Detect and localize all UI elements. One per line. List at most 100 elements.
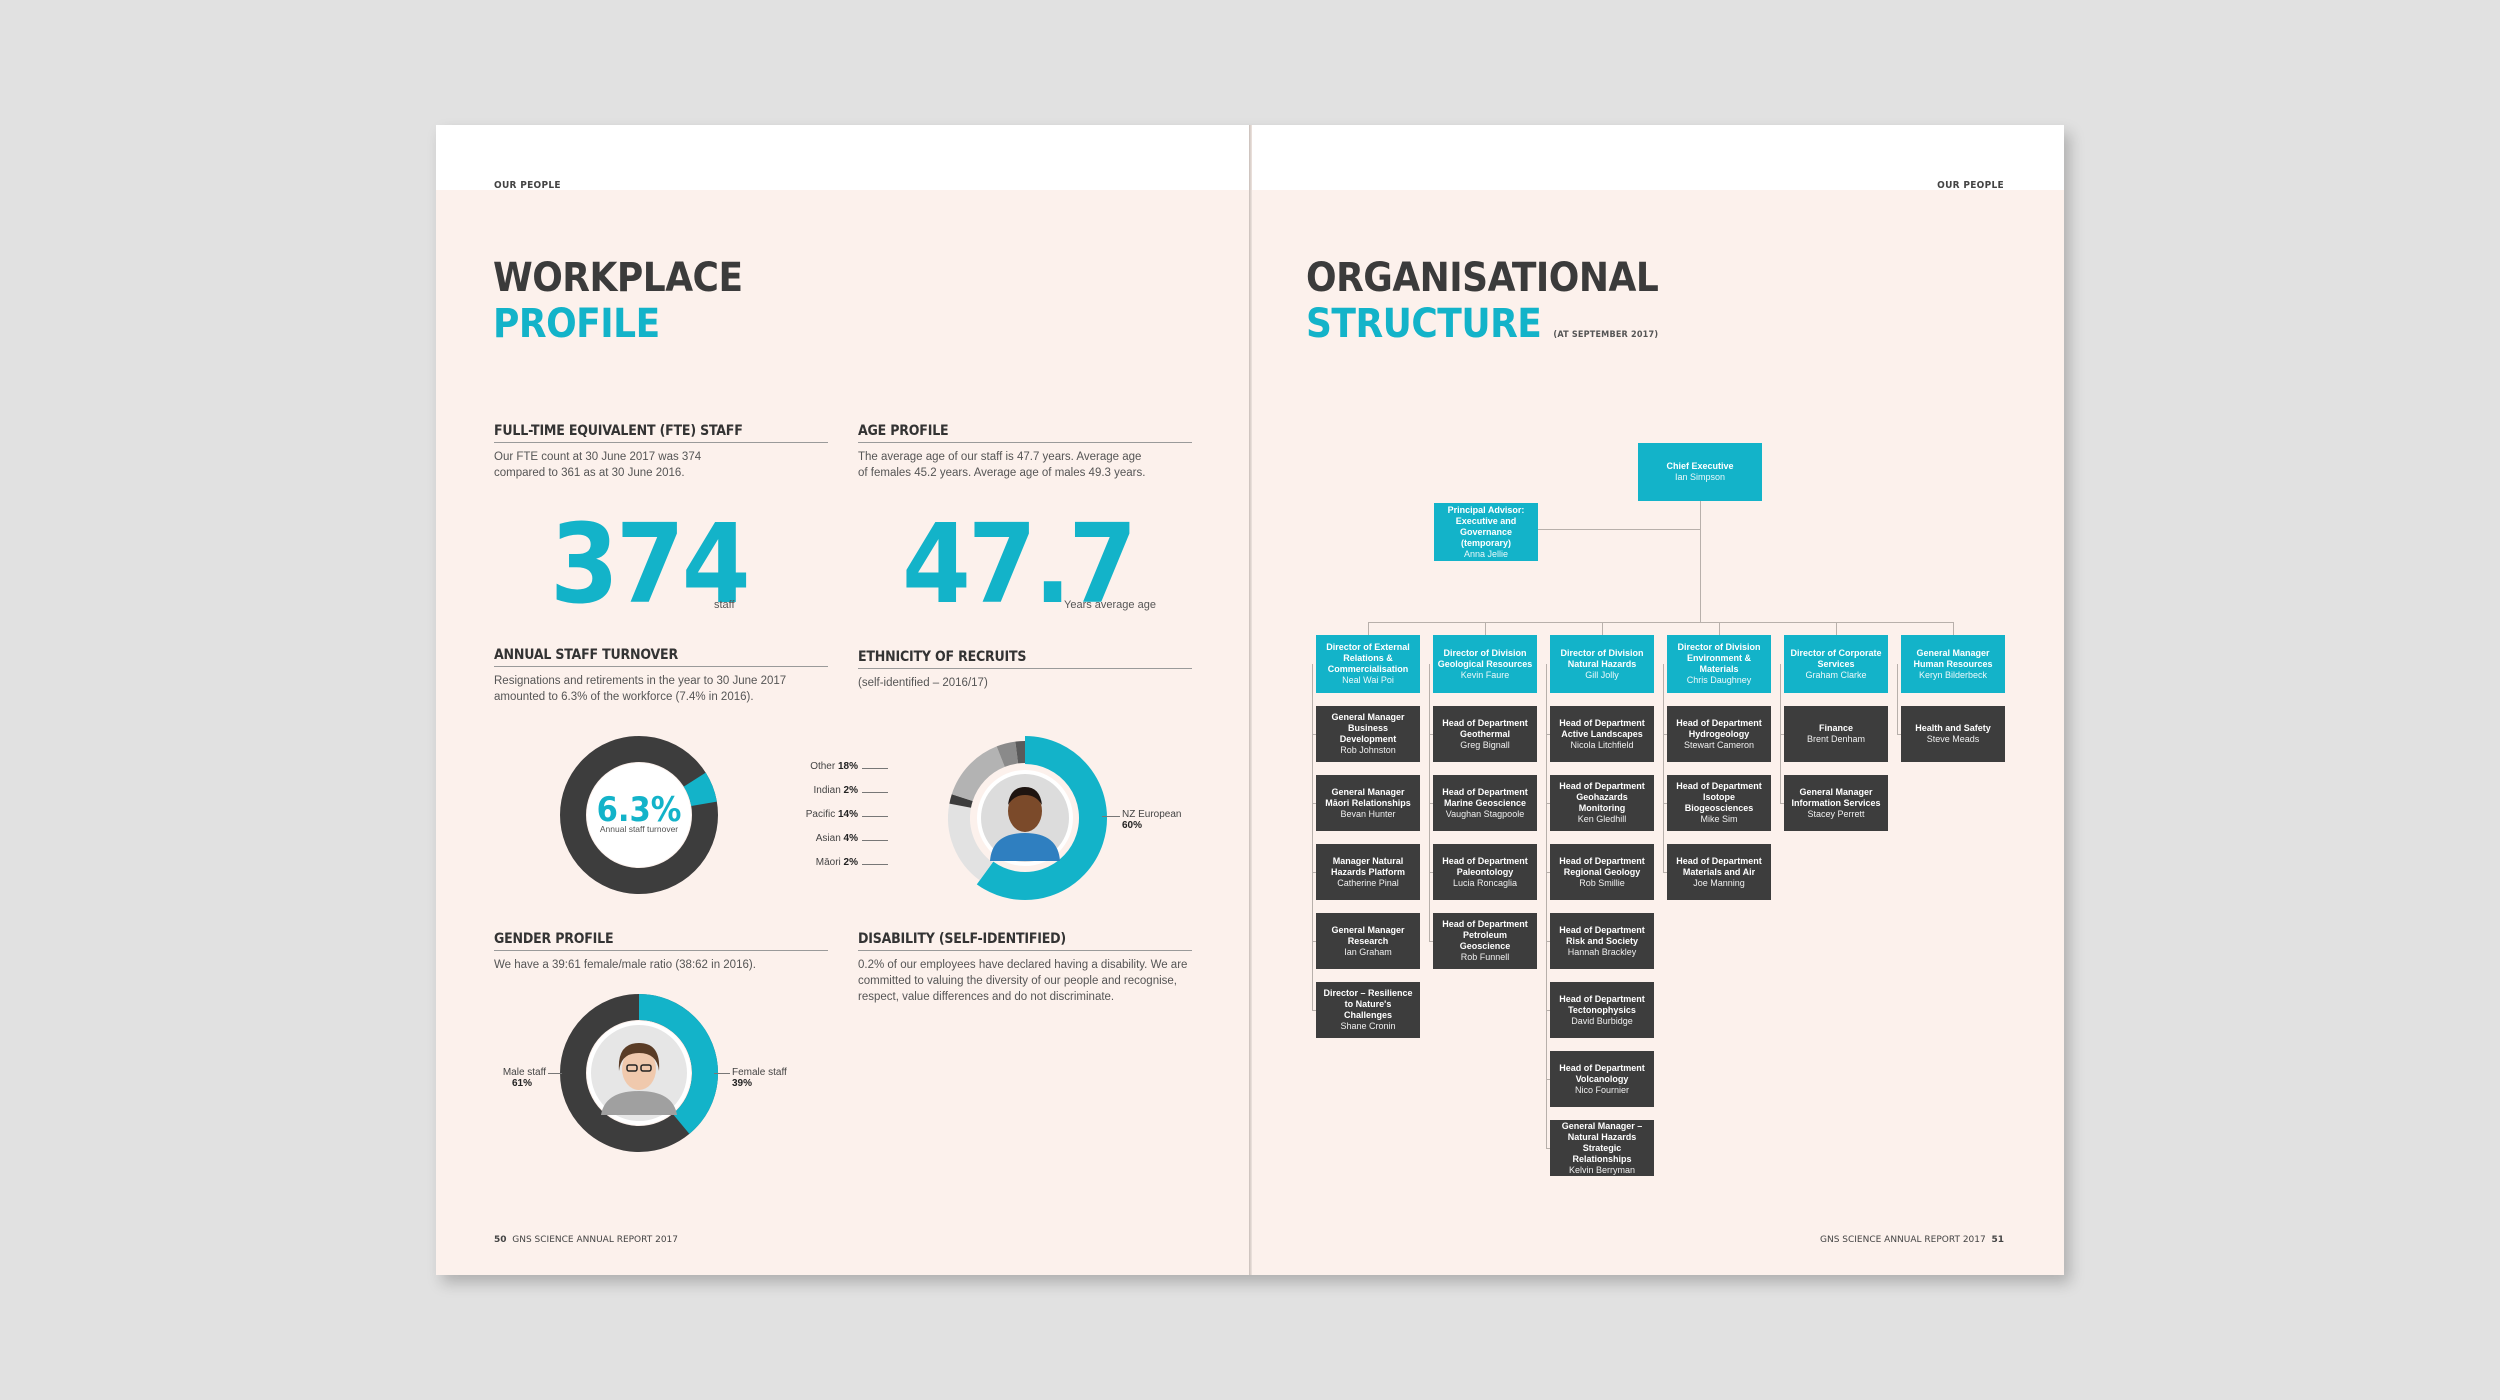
org-connector	[1780, 664, 1781, 803]
org-role: Head of Department Geothermal	[1442, 717, 1528, 739]
org-connector	[1663, 803, 1667, 804]
ethnicity-segment	[948, 803, 994, 881]
ethnicity-label-name: Māori	[815, 857, 844, 868]
org-person-name: Joe Manning	[1693, 877, 1745, 888]
org-node-report: General Manager Information Services Stac…	[1784, 775, 1888, 831]
ethnicity-label-nz-european: NZ European 60%	[1122, 809, 1181, 831]
org-role: Head of Department Isotope Biogeoscience…	[1676, 781, 1762, 813]
ethnicity-leader-line	[862, 792, 888, 793]
org-connector	[1780, 734, 1784, 735]
org-person-name: Nico Fournier	[1574, 1084, 1630, 1095]
ethnicity-leader-line	[862, 768, 888, 769]
org-role: Chief Executive	[1666, 461, 1734, 471]
ethnicity-segment	[976, 736, 1107, 900]
org-person-name: Stacey Perrett	[1807, 808, 1865, 819]
org-connector	[1312, 1010, 1316, 1011]
org-connector	[1953, 622, 1954, 635]
folio-text: GNS SCIENCE ANNUAL REPORT 2017	[512, 1235, 679, 1245]
page-title-line1: WORKPLACE	[493, 255, 743, 301]
ethnicity-label-value: 60%	[1122, 820, 1143, 831]
org-person-name: Lucia Roncaglia	[1452, 877, 1518, 888]
photo-hair	[618, 1043, 660, 1071]
female-leader-line	[714, 1073, 730, 1074]
org-role: General Manager – Natural Hazards Strate…	[1561, 1120, 1643, 1164]
page-title-structure: STRUCTURE	[1306, 301, 1542, 347]
ethnicity-leader-line	[862, 816, 888, 817]
org-node-director: Director of External Relations & Commerc…	[1316, 635, 1420, 693]
org-person-name: Mike Sim	[1700, 814, 1738, 824]
ethnicity-segment	[1015, 741, 1026, 764]
report-spread: OUR PEOPLE WORKPLACE PROFILE FULL-TIME E…	[436, 125, 2064, 1275]
ethnicity-label-value: 2%	[843, 785, 858, 796]
turnover-donut-segment	[683, 772, 717, 807]
male-staff-label: Male staff 61%	[494, 1067, 546, 1089]
org-node-report: Head of Department Geothermal Greg Bignal…	[1433, 706, 1537, 762]
page-workplace-profile: OUR PEOPLE WORKPLACE PROFILE FULL-TIME E…	[436, 125, 1250, 1275]
page-title-line2: STRUCTURE (AT SEPTEMBER 2017)	[1306, 301, 1658, 358]
female-staff-label: Female staff 39%	[732, 1067, 787, 1089]
org-person-name: David Burbidge	[1571, 1015, 1633, 1026]
org-role: Director of External Relations & Commerc…	[1326, 642, 1410, 674]
org-person-name: Chris Daughney	[1686, 675, 1752, 685]
ethnicity-label: Asian 4%	[766, 833, 858, 844]
org-person-name: Ian Graham	[1344, 946, 1392, 957]
org-role: Director of Division Natural Hazards	[1560, 647, 1644, 669]
org-node-report: Health and Safety Steve Meads	[1901, 706, 2005, 762]
org-role: Director of Corporate Services	[1790, 647, 1882, 669]
org-node-report: General Manager Business Development Rob …	[1316, 706, 1420, 762]
photo-face	[1008, 790, 1042, 832]
org-role: Head of Department Tectonophysics	[1559, 993, 1645, 1015]
org-person-name: Vaughan Stagpoole	[1445, 808, 1525, 819]
ethnicity-label: Other 18%	[766, 761, 858, 772]
male-staff-value: 61%	[511, 1078, 532, 1089]
org-connector	[1602, 622, 1603, 635]
ethnicity-label: Indian 2%	[766, 785, 858, 796]
org-role: Head of Department Marine Geoscience	[1442, 786, 1528, 808]
age-heading: AGE PROFILE	[858, 423, 1192, 443]
org-node-report: Head of Department Materials and Air Joe …	[1667, 844, 1771, 900]
org-role: Head of Department Regional Geology	[1559, 855, 1645, 877]
org-connector	[1546, 941, 1550, 942]
org-role: Head of Department Geohazards Monitoring	[1559, 781, 1645, 813]
ethnicity-leader-line	[1102, 816, 1120, 817]
org-connector	[1312, 872, 1316, 873]
org-connector	[1700, 501, 1701, 622]
ethnicity-segments	[948, 736, 1107, 900]
org-node-director: Director of Division Natural Hazards Gill…	[1550, 635, 1654, 693]
folio-text: GNS SCIENCE ANNUAL REPORT 2017	[1819, 1235, 1986, 1245]
fte-text: Our FTE count at 30 June 2017 was 374 co…	[494, 451, 702, 479]
org-person-name: Rob Smillie	[1579, 877, 1625, 888]
ethnicity-label-name: Indian	[813, 785, 844, 796]
org-connector	[1719, 622, 1720, 635]
org-role: Head of Department Paleontology	[1442, 855, 1528, 877]
org-node-report: Head of Department Petroleum Geoscience R…	[1433, 913, 1537, 969]
org-node-report: Head of Department Volcanology Nico Fourn…	[1550, 1051, 1654, 1107]
org-role: Director of Division Environment & Mater…	[1677, 642, 1761, 674]
turnover-section: ANNUAL STAFF TURNOVER Resignations and r…	[494, 647, 828, 705]
turnover-caption: Annual staff turnover	[599, 825, 679, 834]
org-person-name: Graham Clarke	[1805, 669, 1867, 680]
running-head: OUR PEOPLE	[1937, 180, 2004, 191]
org-person-name: Anna Jellie	[1463, 548, 1509, 559]
org-connector	[1312, 734, 1316, 735]
org-node-report: Head of Department Active Landscapes Nico…	[1550, 706, 1654, 762]
org-node-report: Head of Department Hydrogeology Stewart C…	[1667, 706, 1771, 762]
header-band	[1252, 125, 2064, 190]
org-person-name: Rob Johnston	[1340, 745, 1396, 755]
turnover-value: 6.3%	[597, 790, 682, 830]
org-connector	[1663, 664, 1664, 872]
org-connector	[1368, 622, 1953, 623]
ethnicity-segment	[949, 794, 973, 808]
org-connector	[1546, 664, 1547, 1148]
org-role: General Manager Human Resources	[1913, 647, 1993, 669]
org-node-director: General Manager Human Resources Keryn Bil…	[1901, 635, 2005, 693]
org-connector	[1429, 734, 1433, 735]
female-staff-text: Female staff	[732, 1067, 787, 1078]
turnover-text: Resignations and retirements in the year…	[494, 675, 787, 703]
org-person-name: Hannah Brackley	[1567, 946, 1637, 957]
turnover-caption-wrap: Annual staff turnover	[599, 825, 679, 834]
ethnicity-segment	[996, 741, 1019, 767]
org-person-name: Greg Bignall	[1460, 739, 1510, 750]
turnover-heading: ANNUAL STAFF TURNOVER	[494, 647, 828, 667]
page-spine	[1249, 125, 1252, 1275]
